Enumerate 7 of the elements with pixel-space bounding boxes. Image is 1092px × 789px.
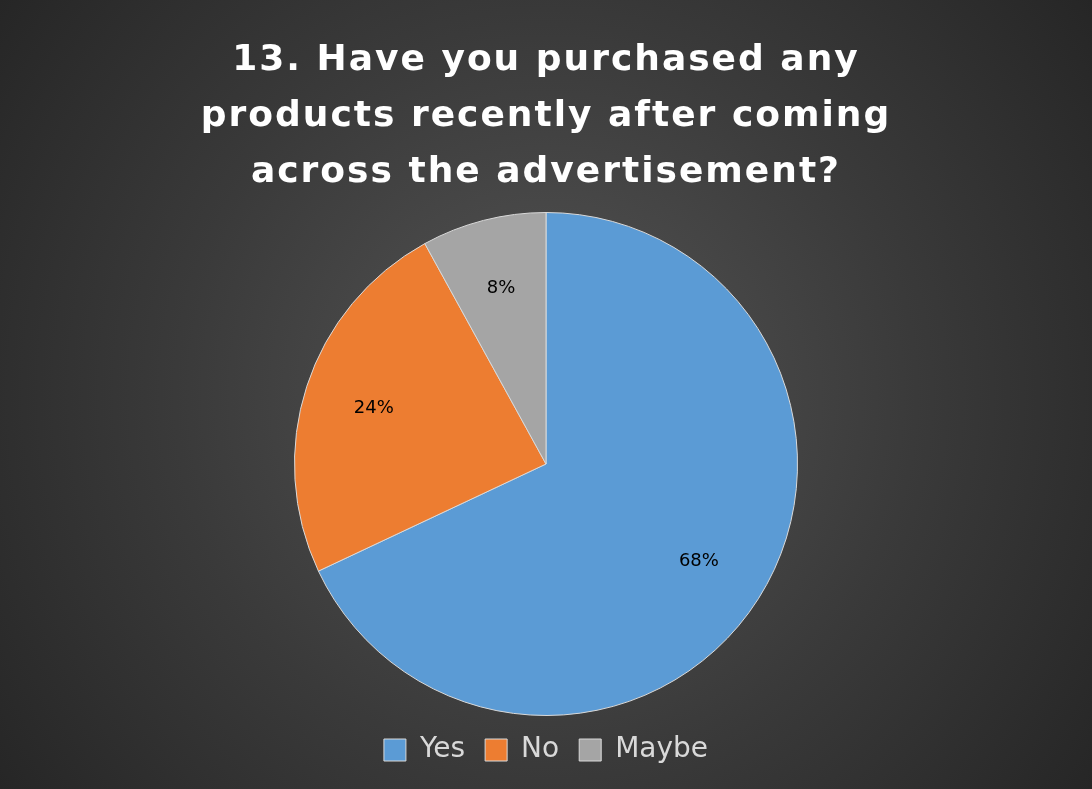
legend-label: No (521, 731, 560, 765)
legend-label: Maybe (615, 731, 709, 765)
data-label: 68% (678, 548, 719, 570)
legend-label: Yes (418, 731, 466, 765)
data-label: 24% (353, 395, 394, 417)
chart-title: 13. Have you purchased any products recently after coming across the advertisement? (199, 36, 893, 192)
data-label: 8% (486, 276, 516, 298)
